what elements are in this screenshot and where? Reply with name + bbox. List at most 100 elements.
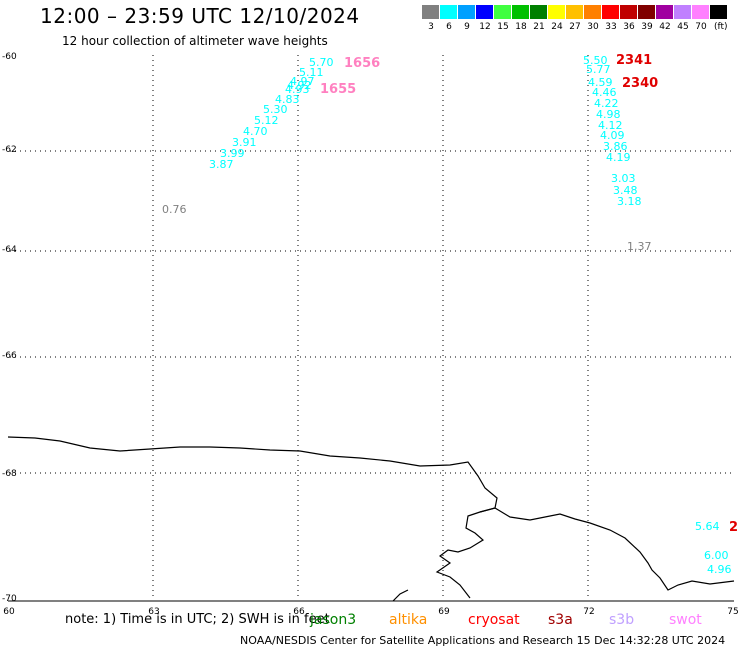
wave-height-value: 5.50: [583, 54, 608, 67]
pass-time-label: 2: [729, 520, 738, 535]
satellite-s3a: s3a: [548, 612, 573, 628]
longitude-label: 60: [3, 607, 15, 617]
legend-swatch: [566, 5, 584, 19]
legend-swatch: [476, 5, 494, 19]
wave-height-value: 4.92: [287, 79, 312, 92]
satellite-s3b: s3b: [609, 612, 635, 628]
pass-time-label: 1655: [320, 82, 356, 97]
wave-height-value: 4.83: [275, 93, 300, 106]
wave-height-value: 3.86: [603, 140, 628, 153]
legend-unit: (ft): [714, 22, 728, 32]
legend-label: 21: [533, 22, 545, 32]
pass-time-label: 2340: [622, 76, 658, 91]
wave-height-value: 1.37: [627, 240, 652, 253]
coastline-bay: [392, 589, 409, 602]
pass-time-labels: 1656 1655 2341 2340 2: [320, 53, 738, 535]
footer-note: note: 1) Time is in UTC; 2) SWH is in fe…: [65, 612, 330, 627]
legend-swatch: [440, 5, 458, 19]
wave-height-value: 5.77: [586, 63, 611, 76]
wave-height-value: 3.99: [220, 147, 245, 160]
longitude-label: 75: [727, 607, 738, 617]
satellite-altika: altika: [389, 612, 428, 628]
wave-height-value: 4.98: [596, 108, 621, 121]
wave-height-tracks: 5.705.114.974.924.934.835.305.124.703.91…: [162, 54, 732, 576]
wave-height-value: 4.59: [588, 76, 613, 89]
longitude-label: 66: [293, 607, 305, 617]
wave-height-value: 4.96: [707, 563, 732, 576]
legend-swatch: [620, 5, 638, 19]
legend-label: 6: [446, 22, 452, 32]
longitude-label: 72: [583, 607, 594, 617]
longitude-label: 63: [148, 607, 159, 617]
wave-height-value: 4.70: [243, 125, 268, 138]
wave-height-value: 3.18: [617, 195, 642, 208]
page-title: 12:00 – 23:59 UTC 12/10/2024: [40, 4, 360, 28]
graticule: [10, 55, 734, 600]
latitude-labels: -60 -62 -64 -66 -68 -70: [2, 52, 17, 604]
satellite-cryosat: cryosat: [468, 612, 520, 628]
longitude-label: 69: [438, 607, 450, 617]
wave-height-value: 5.12: [254, 114, 279, 127]
longitude-labels: 60 63 66 69 72 75: [3, 607, 738, 617]
legend-swatch: [602, 5, 620, 19]
legend-label: 15: [497, 22, 509, 32]
wave-height-value: 5.70: [309, 56, 334, 69]
legend-label: 42: [659, 22, 671, 32]
legend-label: 45: [677, 22, 689, 32]
legend-swatch: [674, 5, 692, 19]
legend-swatch: [710, 5, 728, 19]
wave-height-value: 5.30: [263, 103, 288, 116]
wave-height-value: 5.11: [299, 66, 324, 79]
page-subtitle: 12 hour collection of altimeter wave hei…: [62, 34, 328, 48]
legend-swatch: [548, 5, 566, 19]
legend-label: 3: [428, 22, 434, 32]
legend-swatch: [692, 5, 710, 19]
legend-swatch: [512, 5, 530, 19]
legend-swatch: [422, 5, 440, 19]
wave-height-value: 4.97: [290, 75, 315, 88]
wave-height-value: 4.19: [606, 151, 631, 164]
legend-label: 18: [515, 22, 527, 32]
footer-credit: NOAA/NESDIS Center for Satellite Applica…: [240, 634, 726, 647]
wave-height-value: 3.87: [209, 158, 234, 171]
latitude-label: -62: [2, 145, 17, 155]
satellite-swot: swot: [669, 612, 702, 628]
wave-height-value: 3.48: [613, 184, 638, 197]
legend-label: 30: [587, 22, 599, 32]
legend-label: 33: [605, 22, 617, 32]
wave-height-value: 4.93: [285, 83, 310, 96]
wave-height-value: 3.03: [611, 172, 636, 185]
legend-label: 12: [479, 22, 491, 32]
legend-swatch: [458, 5, 476, 19]
pass-time-label: 2341: [616, 53, 652, 68]
latitude-label: -66: [2, 351, 17, 361]
latitude-label: -64: [2, 245, 17, 255]
wave-height-value: 4.09: [600, 129, 625, 142]
wave-height-value: 4.46: [592, 86, 617, 99]
legend-swatch: [494, 5, 512, 19]
legend-label: 36: [623, 22, 635, 32]
latitude-label: -68: [2, 469, 17, 479]
color-legend: (ft) 3 6 9 12 15 18 21 24 27 30 33 36 39 42 45 70: [422, 5, 728, 35]
pass-time-label: 1656: [344, 56, 380, 71]
legend-swatch: [584, 5, 602, 19]
latitude-label: -60: [2, 52, 17, 62]
coastline-main: [7, 436, 498, 599]
coastline: [7, 436, 735, 602]
wave-height-value: 3.91: [232, 136, 257, 149]
legend-label: 9: [464, 22, 470, 32]
legend-label: 24: [551, 22, 563, 32]
wave-height-value: 5.64: [695, 520, 720, 533]
latitude-label: -70: [2, 594, 17, 604]
legend-swatch: [638, 5, 656, 19]
legend-swatch: [530, 5, 548, 19]
coastline-east: [479, 507, 735, 591]
wave-height-value: 4.22: [594, 97, 619, 110]
legend-label: 70: [695, 22, 707, 32]
legend-swatch: [656, 5, 674, 19]
legend-label: 39: [641, 22, 653, 32]
wave-height-value: 4.12: [598, 119, 623, 132]
legend-label: 27: [569, 22, 581, 32]
satellite-jason3: jason3: [310, 612, 357, 628]
